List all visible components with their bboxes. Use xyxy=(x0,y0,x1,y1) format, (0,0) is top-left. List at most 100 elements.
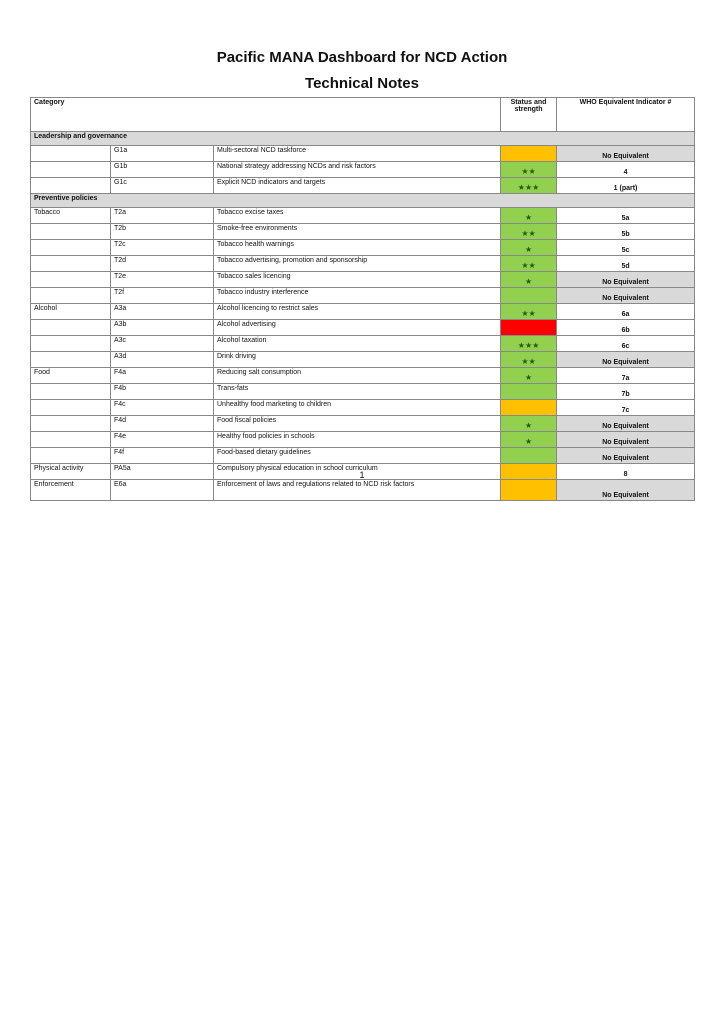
code-cell: A3a xyxy=(110,303,214,320)
table-row: Food F4a Reducing salt consumption ★ 7a xyxy=(30,367,696,384)
who-indicator-cell: 7c xyxy=(556,399,696,416)
table-row: F4e Healthy food policies in schools ★ No E… xyxy=(30,431,696,448)
code-cell: F4c xyxy=(110,399,214,416)
description-cell: Food-based dietary guidelines xyxy=(212,447,502,464)
status-cell: ★★★ xyxy=(500,335,558,352)
who-indicator-cell: No Equivalent xyxy=(556,431,696,448)
who-indicator-cell: 5b xyxy=(556,223,696,240)
status-cell: ★ xyxy=(500,415,558,432)
category-cell: Enforcement xyxy=(30,479,111,501)
who-indicator-cell: 7b xyxy=(556,383,696,400)
table-row: A3c Alcohol taxation ★★★ 6c xyxy=(30,335,696,352)
code-cell: A3c xyxy=(110,335,214,352)
code-cell: T2b xyxy=(110,223,214,240)
category-cell xyxy=(30,383,111,400)
description-cell: Unhealthy food marketing to children xyxy=(212,399,502,416)
document-subtitle: Technical Notes xyxy=(305,75,419,92)
description-cell: Alcohol advertising xyxy=(212,319,502,336)
status-cell: ★ xyxy=(500,367,558,384)
who-indicator-cell: 5d xyxy=(556,255,696,272)
code-cell: T2f xyxy=(110,287,214,304)
who-indicator-cell: No Equivalent xyxy=(556,287,696,304)
category-cell xyxy=(30,447,111,464)
status-cell xyxy=(500,319,558,336)
description-cell: National strategy addressing NCDs and ri… xyxy=(212,161,502,178)
category-cell xyxy=(30,255,111,272)
status-cell: ★★ xyxy=(500,255,558,272)
description-cell: Multi-sectoral NCD taskforce xyxy=(212,145,502,162)
status-cell: ★★ xyxy=(500,223,558,240)
table-row: Enforcement E6a Enforcement of laws and re… xyxy=(30,479,696,501)
who-indicator-cell: 7a xyxy=(556,367,696,384)
code-cell: F4b xyxy=(110,383,214,400)
description-cell: Enforcement of laws and regulations rela… xyxy=(212,479,502,501)
status-cell: ★ xyxy=(500,431,558,448)
status-cell: ★★ xyxy=(500,161,558,178)
table-row: G1a Multi-sectoral NCD taskforce No Equiva… xyxy=(30,145,696,162)
table-row: T2e Tobacco sales licencing ★ No Equivalent xyxy=(30,271,696,288)
description-cell: Alcohol licencing to restrict sales xyxy=(212,303,502,320)
who-indicator-cell: 1 (part) xyxy=(556,177,696,194)
status-cell: ★★★ xyxy=(500,177,558,194)
category-cell xyxy=(30,239,111,256)
code-cell: F4f xyxy=(110,447,214,464)
category-cell: Tobacco xyxy=(30,207,111,224)
description-cell: Trans-fats xyxy=(212,383,502,400)
code-cell: G1a xyxy=(110,145,214,162)
who-indicator-cell: 5a xyxy=(556,207,696,224)
category-cell xyxy=(30,287,111,304)
code-cell: G1c xyxy=(110,177,214,194)
status-cell: ★ xyxy=(500,239,558,256)
category-cell xyxy=(30,161,111,178)
code-cell: T2d xyxy=(110,255,214,272)
status-cell: ★ xyxy=(500,271,558,288)
description-cell: Reducing salt consumption xyxy=(212,367,502,384)
code-cell: F4a xyxy=(110,367,214,384)
who-indicator-cell: No Equivalent xyxy=(556,145,696,162)
table-row: G1c Explicit NCD indicators and targets ★★… xyxy=(30,177,696,194)
description-cell: Tobacco excise taxes xyxy=(212,207,502,224)
who-indicator-cell: 6a xyxy=(556,303,696,320)
who-indicator-cell: No Equivalent xyxy=(556,479,696,501)
who-indicator-cell: No Equivalent xyxy=(556,415,696,432)
who-indicator-cell: 6b xyxy=(556,319,696,336)
description-cell: Smoke-free environments xyxy=(212,223,502,240)
table-row: T2f Tobacco industry interference No Equiv… xyxy=(30,287,696,304)
code-cell: A3b xyxy=(110,319,214,336)
category-cell xyxy=(30,351,111,368)
document-title: Pacific MANA Dashboard for NCD Action xyxy=(216,49,508,66)
status-cell: ★★ xyxy=(500,303,558,320)
status-cell xyxy=(500,383,558,400)
who-indicator-cell: No Equivalent xyxy=(556,351,696,368)
who-indicator-cell: 4 xyxy=(556,161,696,178)
status-cell xyxy=(500,287,558,304)
description-cell: Tobacco health warnings xyxy=(212,239,502,256)
status-cell: ★★ xyxy=(500,351,558,368)
code-cell: F4d xyxy=(110,415,214,432)
section-label: Preventive policies xyxy=(29,193,696,208)
table-header: Category Status and strength WHO Equival… xyxy=(29,97,696,132)
table-row: Alcohol A3a Alcohol licencing to restrict … xyxy=(30,303,696,320)
table-row: A3b Alcohol advertising 6b xyxy=(30,319,696,336)
code-cell: T2c xyxy=(110,239,214,256)
header-category: Category xyxy=(29,97,502,132)
description-cell: Food fiscal policies xyxy=(212,415,502,432)
category-cell xyxy=(30,399,111,416)
status-cell xyxy=(500,447,558,464)
code-cell: T2a xyxy=(110,207,214,224)
page-number: 1 xyxy=(359,470,365,480)
category-cell xyxy=(30,271,111,288)
who-indicator-cell: No Equivalent xyxy=(556,447,696,464)
table-row: Tobacco T2a Tobacco excise taxes ★ 5a xyxy=(30,207,696,224)
code-cell: E6a xyxy=(110,479,214,501)
who-indicator-cell: 5c xyxy=(556,239,696,256)
description-cell: Healthy food policies in schools xyxy=(212,431,502,448)
table-row: T2c Tobacco health warnings ★ 5c xyxy=(30,239,696,256)
category-cell xyxy=(30,223,111,240)
table-row: F4f Food-based dietary guidelines No Equiv… xyxy=(30,447,696,464)
code-cell: T2e xyxy=(110,271,214,288)
code-cell: A3d xyxy=(110,351,214,368)
category-cell: Food xyxy=(30,367,111,384)
section-row: Preventive policies xyxy=(29,193,696,208)
status-cell xyxy=(500,399,558,416)
